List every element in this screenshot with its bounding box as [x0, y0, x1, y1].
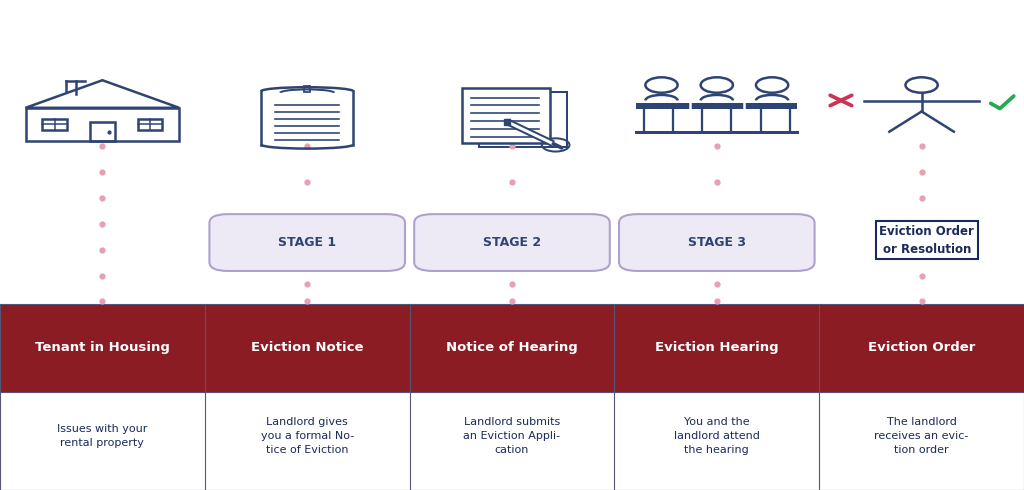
Bar: [205, 392, 410, 490]
Bar: [614, 304, 819, 392]
Bar: [636, 103, 798, 109]
Bar: [819, 392, 1024, 490]
Text: STAGE 3: STAGE 3: [688, 236, 745, 249]
FancyBboxPatch shape: [618, 214, 814, 271]
Bar: [614, 392, 819, 490]
Text: Eviction Order
or Resolution: Eviction Order or Resolution: [880, 224, 974, 256]
Text: STAGE 2: STAGE 2: [483, 236, 541, 249]
Text: Landlord gives
you a formal No-
tice of Eviction: Landlord gives you a formal No- tice of …: [260, 417, 354, 455]
Text: Issues with your
rental property: Issues with your rental property: [57, 424, 147, 448]
Text: Notice of Hearing: Notice of Hearing: [446, 342, 578, 354]
Bar: [90, 122, 115, 141]
FancyBboxPatch shape: [209, 214, 404, 271]
Bar: [0, 392, 205, 490]
Bar: [137, 119, 162, 130]
Text: Eviction Hearing: Eviction Hearing: [655, 342, 778, 354]
FancyBboxPatch shape: [414, 214, 609, 271]
Text: Eviction Order: Eviction Order: [868, 342, 975, 354]
Bar: [819, 304, 1024, 392]
Bar: [43, 119, 68, 130]
Bar: [26, 108, 179, 141]
Bar: [410, 304, 614, 392]
Text: The landlord
receives an evic-
tion order: The landlord receives an evic- tion orde…: [874, 417, 969, 455]
Text: Landlord submits
an Eviction Appli-
cation: Landlord submits an Eviction Appli- cati…: [464, 417, 560, 455]
Text: Tenant in Housing: Tenant in Housing: [35, 342, 170, 354]
Text: You and the
landlord attend
the hearing: You and the landlord attend the hearing: [674, 417, 760, 455]
Bar: [205, 304, 410, 392]
FancyBboxPatch shape: [462, 88, 551, 143]
Text: Eviction Notice: Eviction Notice: [251, 342, 364, 354]
Bar: [0, 304, 205, 392]
Text: STAGE 1: STAGE 1: [279, 236, 336, 249]
Bar: [410, 392, 614, 490]
